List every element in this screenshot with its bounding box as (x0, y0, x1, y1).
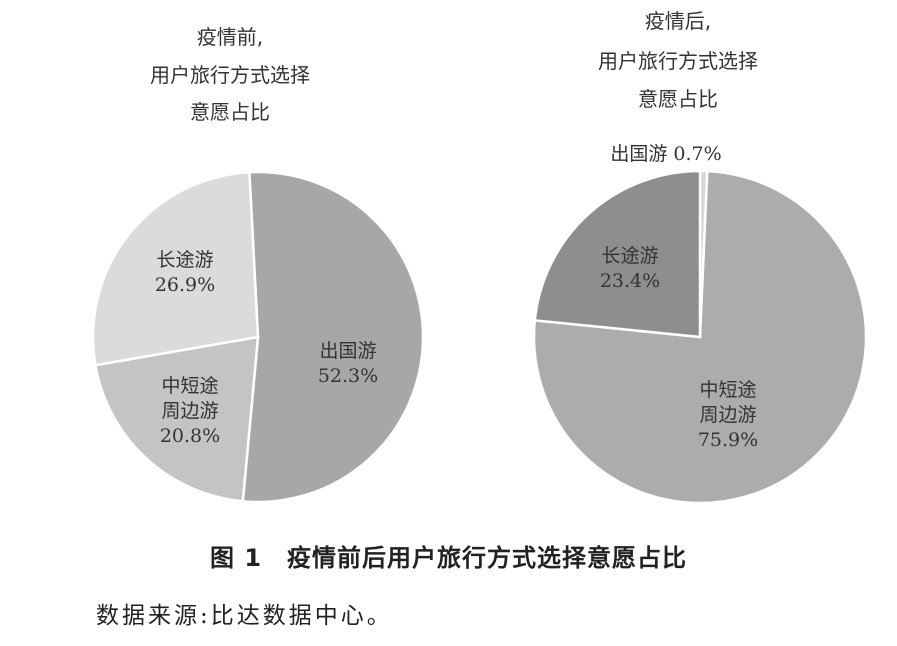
chart-title-line: 疫情后, (645, 9, 711, 33)
chart-title-line: 意愿占比 (190, 100, 270, 124)
slice-value-label: 26.9% (155, 274, 215, 296)
slice-label: 周边游 (699, 404, 756, 426)
slice-label: 中短途 (699, 379, 756, 401)
chart-title-line: 疫情前, (197, 25, 263, 49)
slice-value-label: 52.3% (318, 365, 378, 387)
chart-title-line: 用户旅行方式选择 (598, 49, 758, 73)
slice-value-label: 0.7% (673, 143, 721, 165)
data-source-note: 数据来源:比达数据中心。 (96, 603, 393, 629)
chart-title-line: 用户旅行方式选择 (150, 63, 310, 87)
slice-label: 出国游 0.7% (610, 143, 721, 165)
pie-slice (241, 170, 425, 504)
chart-title-line: 意愿占比 (638, 87, 718, 111)
slice-value-label: 75.9% (698, 429, 758, 451)
pie-slice (93, 335, 260, 503)
pie-slice (533, 169, 702, 339)
slice-value-label: 20.8% (160, 425, 220, 447)
slice-label: 出国游 (319, 340, 376, 362)
pie-slice (91, 170, 260, 367)
slice-label: 长途游 (156, 249, 213, 271)
slice-label: 周边游 (161, 400, 218, 422)
slice-label: 中短途 (161, 375, 218, 397)
slice-value-label: 23.4% (600, 270, 660, 292)
figure-caption: 图 1 疫情前后用户旅行方式选择意愿占比 (209, 544, 688, 572)
slice-label: 长途游 (601, 245, 658, 267)
